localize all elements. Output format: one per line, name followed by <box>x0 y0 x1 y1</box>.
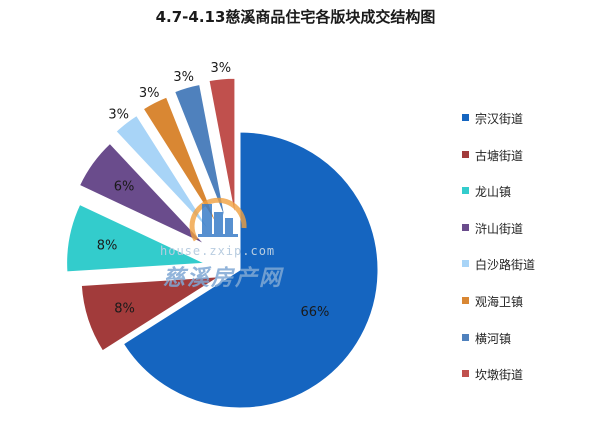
pie-slice <box>80 276 220 352</box>
legend-item: 观海卫镇 <box>462 293 587 330</box>
legend-swatch <box>462 260 469 268</box>
legend-label: 横河镇 <box>475 331 512 346</box>
pie-slice <box>174 83 226 221</box>
legend-item: 古塘街道 <box>462 147 587 184</box>
slice-label: 8% <box>97 239 118 254</box>
pie-slice <box>142 96 218 226</box>
building-icon <box>188 188 250 250</box>
legend-item: 白沙路街道 <box>462 256 587 293</box>
slice-label: 3% <box>210 61 231 76</box>
legend-swatch <box>462 296 469 304</box>
slice-label: 6% <box>114 180 135 195</box>
legend-item: 龙山镇 <box>462 183 587 220</box>
legend-label: 古塘街道 <box>475 148 524 163</box>
slice-label: 3% <box>139 86 160 101</box>
legend-label: 坎墩街道 <box>475 368 524 383</box>
slice-label: 3% <box>173 70 194 85</box>
slice-label: 3% <box>108 108 129 123</box>
legend-item: 坎墩街道 <box>462 366 587 403</box>
watermark-name: 慈溪房产网 <box>163 265 284 291</box>
legend-item: 浒山街道 <box>462 220 587 257</box>
legend-swatch <box>462 223 469 231</box>
pie-slice <box>115 114 212 233</box>
legend-swatch <box>462 150 469 158</box>
legend-label: 观海卫镇 <box>475 294 524 309</box>
legend-label: 龙山镇 <box>475 185 512 200</box>
legend-item: 宗汉街道 <box>462 110 587 147</box>
chart-title: 4.7-4.13慈溪商品住宅各版块成交结构图 <box>155 8 436 26</box>
legend-label: 白沙路街道 <box>475 258 536 273</box>
watermark-url: house.zxip.com <box>160 244 276 258</box>
legend: 宗汉街道古塘街道龙山镇浒山街道白沙路街道观海卫镇横河镇坎墩街道 <box>462 110 587 403</box>
legend-swatch <box>462 114 469 121</box>
legend-swatch <box>462 370 469 378</box>
slice-label: 66% <box>301 305 330 320</box>
slice-label: 8% <box>114 302 135 317</box>
legend-swatch <box>462 333 469 341</box>
pie-slice <box>78 142 205 245</box>
legend-label: 宗汉街道 <box>475 112 524 126</box>
legend-label: 浒山街道 <box>475 221 524 236</box>
legend-swatch <box>462 187 469 195</box>
pie-slice <box>66 203 205 273</box>
legend-item: 横河镇 <box>462 330 587 367</box>
pie-slice <box>208 77 236 217</box>
pie-slice <box>122 131 379 409</box>
